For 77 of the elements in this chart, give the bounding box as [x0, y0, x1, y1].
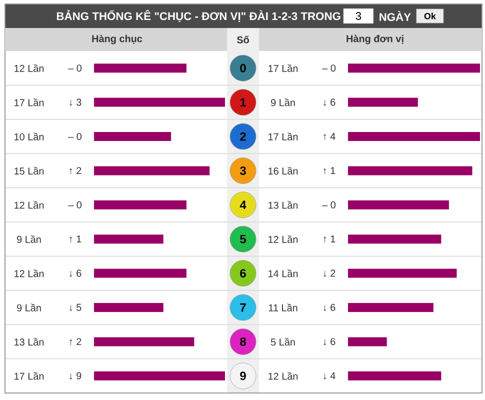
text: ↓ 6: [324, 98, 336, 106]
data-label: 17 Lần: [268, 64, 298, 72]
y-axis-title: Số: [236, 36, 250, 44]
bar: [348, 268, 457, 278]
text: – 0: [322, 64, 336, 72]
text: ↓ 9: [70, 372, 82, 380]
data-label: 12 Lần: [268, 235, 298, 243]
text: Ok: [424, 12, 436, 20]
text: ↓ 6: [324, 338, 336, 346]
bar: [348, 64, 480, 73]
bar: [94, 234, 164, 244]
bar: [348, 98, 418, 107]
text: – 0: [322, 201, 336, 208]
data-label: 11 Lần: [268, 304, 298, 312]
data-label: 17 Lần: [268, 132, 298, 140]
y-tick-label: 8: [240, 337, 246, 346]
text: – 0: [68, 201, 82, 208]
bar: [348, 337, 387, 346]
data-label: 5 Lần: [270, 338, 295, 346]
y-tick-label: 7: [240, 303, 246, 312]
data-label: 17 Lần: [14, 98, 44, 106]
data-label: 12 Lần: [14, 201, 44, 209]
data-label: 12 Lần: [14, 269, 44, 278]
text: ↑ 1: [324, 236, 336, 243]
chart-title: Hàng đơn vị: [346, 34, 404, 44]
bar: [348, 166, 472, 176]
bar: [94, 132, 172, 142]
data-label: 9 Lần: [17, 235, 41, 243]
text: – 0: [68, 64, 82, 72]
text: ↑ 2: [70, 338, 82, 346]
bar: [94, 371, 226, 380]
bar: [348, 303, 434, 312]
text: NGÀY: [380, 11, 411, 21]
bar: [94, 303, 164, 312]
text: ↓ 4: [324, 372, 336, 380]
bar: [348, 132, 480, 142]
y-tick-label: 4: [240, 200, 246, 210]
bar: [94, 200, 186, 210]
bar: [348, 200, 449, 210]
bar: [94, 337, 194, 346]
y-tick-label: 1: [240, 98, 246, 106]
data-label: 14 Lần: [268, 269, 298, 278]
bar: [94, 166, 210, 176]
data-label: 15 Lần: [14, 166, 44, 175]
text: ↓ 2: [324, 270, 336, 277]
y-tick-label: 2: [240, 132, 246, 141]
text: ↓ 3: [70, 98, 82, 106]
data-label: 12 Lần: [268, 372, 298, 380]
data-label: 12 Lần: [14, 64, 44, 72]
text: ↑ 4: [324, 132, 336, 140]
text: ↑ 2: [70, 167, 82, 174]
chart-title: Hàng chục: [92, 34, 142, 44]
bar: [94, 98, 226, 107]
text: ↓ 6: [70, 270, 82, 277]
y-tick-label: 9: [240, 372, 246, 380]
text: 3: [356, 12, 362, 20]
bar: [94, 64, 186, 73]
y-tick-label: 0: [240, 64, 246, 72]
data-label: 16 Lần: [268, 166, 298, 175]
data-label: 10 Lần: [14, 132, 44, 140]
bar: [348, 234, 442, 244]
text: ↓ 5: [70, 304, 82, 312]
text: ↓ 6: [324, 304, 336, 312]
data-label: 17 Lần: [14, 372, 44, 380]
data-label: 9 Lần: [17, 304, 41, 312]
text: ↑ 1: [70, 236, 82, 243]
y-tick-label: 5: [240, 234, 246, 244]
y-tick-label: 6: [240, 269, 246, 278]
bar: [348, 371, 442, 380]
bar: [94, 268, 186, 278]
text: ↑ 1: [324, 167, 336, 174]
y-tick-label: 3: [240, 166, 246, 175]
data-label: 13 Lần: [14, 338, 44, 346]
text: – 0: [68, 132, 82, 140]
text: BẢNG THỐNG KÊ "CHỤC - ĐƠN VỊ" ĐÀI 1-2-3 TRONG: [56, 10, 340, 22]
data-label: 13 Lần: [268, 201, 298, 209]
data-label: 9 Lần: [271, 98, 295, 106]
